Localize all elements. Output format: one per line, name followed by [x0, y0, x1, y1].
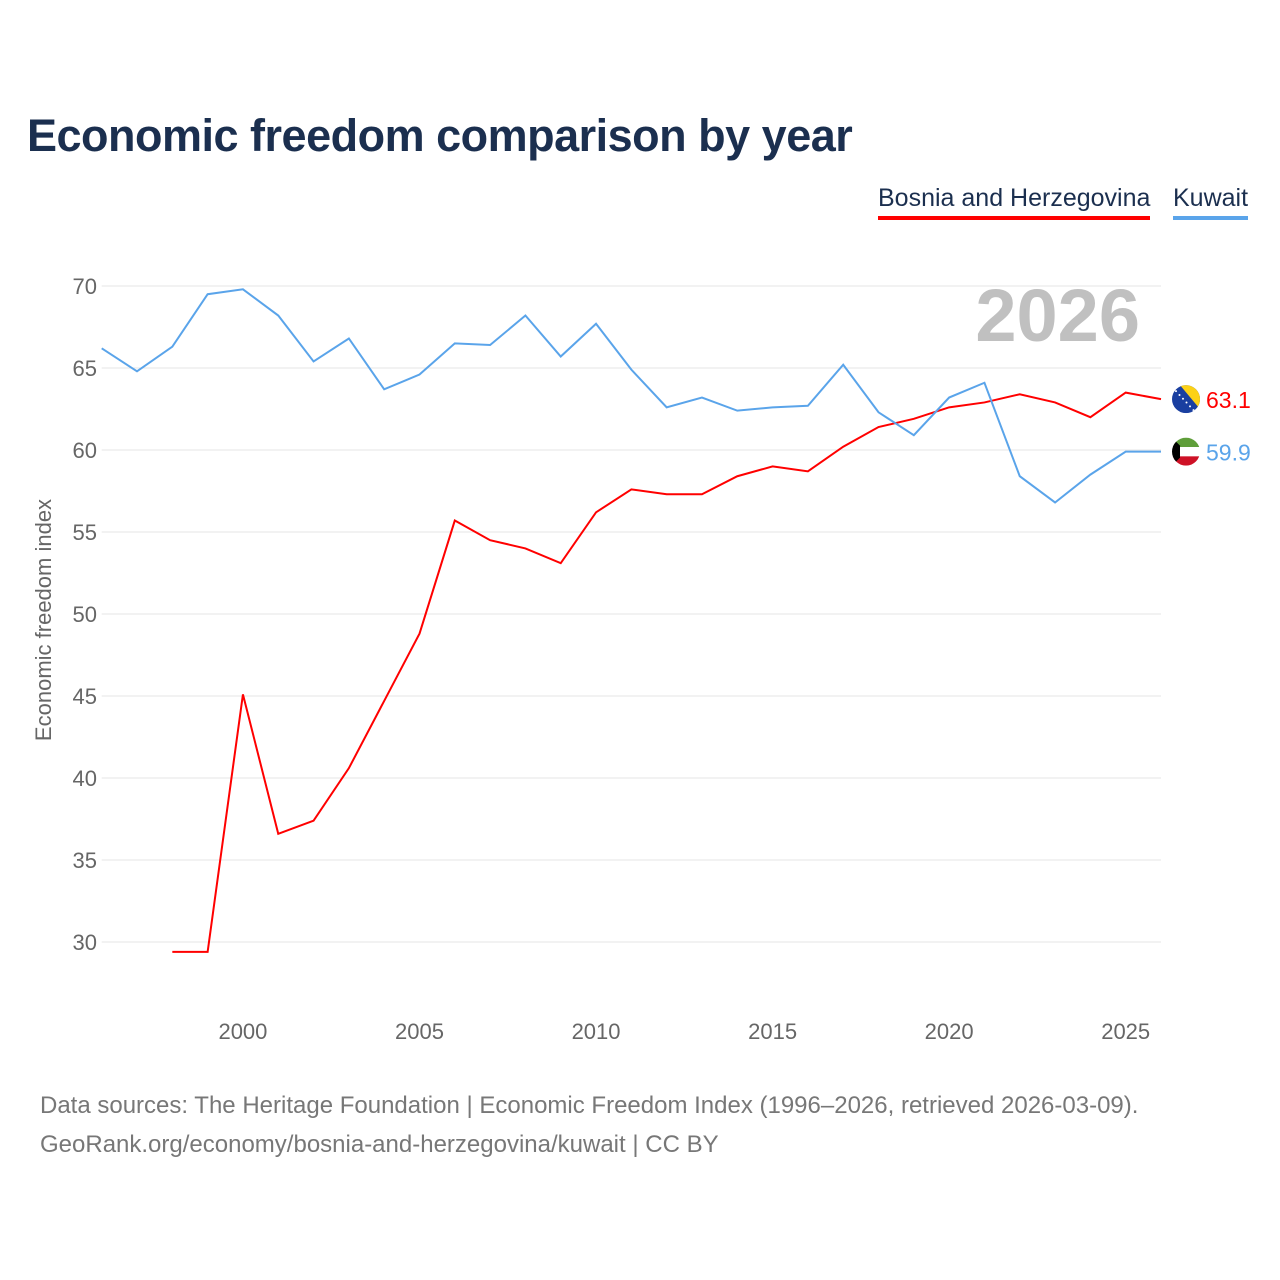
- x-tick-label: 2010: [572, 1019, 621, 1044]
- y-tick-label: 40: [73, 766, 97, 791]
- legend-bosnia[interactable]: Bosnia and Herzegovina: [878, 184, 1151, 220]
- x-tick-label: 2000: [218, 1019, 267, 1044]
- y-tick-label: 65: [73, 356, 97, 381]
- end-value-label: 59.9: [1206, 440, 1251, 466]
- x-tick-label: 2005: [395, 1019, 444, 1044]
- end-value-label: 63.1: [1206, 387, 1251, 413]
- x-tick-label: 2025: [1101, 1019, 1150, 1044]
- y-tick-label: 45: [73, 684, 97, 709]
- y-tick-label: 60: [73, 438, 97, 463]
- x-tick-label: 2015: [748, 1019, 797, 1044]
- footer-sources: Data sources: The Heritage Foundation | …: [40, 1092, 1139, 1119]
- y-tick-label: 50: [73, 602, 97, 627]
- year-watermark: 2026: [975, 274, 1140, 357]
- y-tick-label: 70: [73, 274, 97, 299]
- bosnia-flag-icon: [1172, 385, 1200, 414]
- chart-title: Economic freedom comparison by year: [27, 110, 853, 161]
- y-axis-label: Economic freedom index: [31, 499, 56, 741]
- kuwait-flag-icon: [1172, 437, 1200, 466]
- legend-kuwait[interactable]: Kuwait: [1173, 184, 1249, 220]
- footer: Data sources: The Heritage Foundation | …: [40, 1086, 1138, 1164]
- series-line-bosnia: [172, 391, 1162, 953]
- y-tick-label: 30: [73, 930, 97, 955]
- footer-link[interactable]: GeoRank.org/economy/bosnia-and-herzegovi…: [40, 1131, 719, 1158]
- x-tick-label: 2020: [925, 1019, 974, 1044]
- y-tick-label: 35: [73, 848, 97, 873]
- y-tick-label: 55: [73, 520, 97, 545]
- series-line-kuwait: [101, 288, 1161, 504]
